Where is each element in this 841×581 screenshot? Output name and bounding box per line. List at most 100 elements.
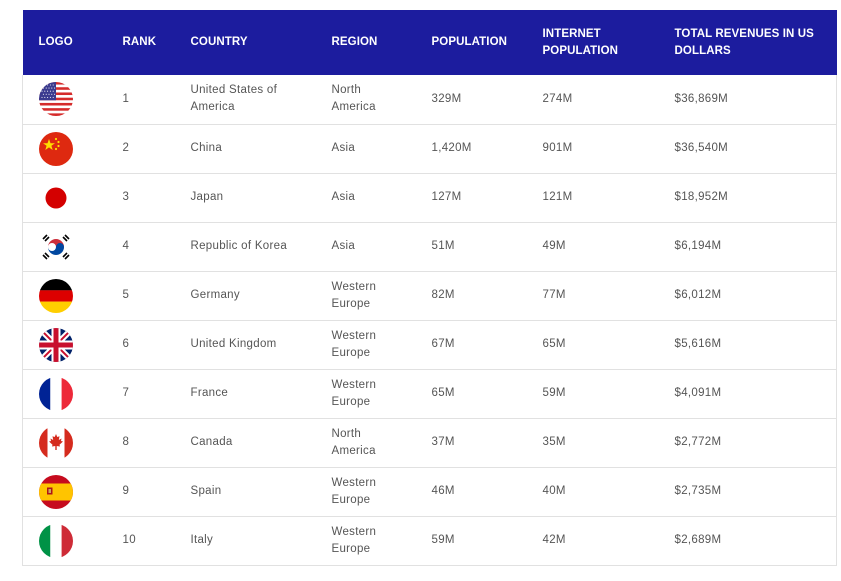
internet-population-cell: 65M: [542, 338, 566, 350]
country-cell: China: [191, 124, 332, 173]
population-cell: 46M: [431, 485, 455, 497]
population-cell: 1,420M: [431, 142, 472, 154]
header-internet-population: INTERNET POPULATION: [543, 10, 675, 75]
flag-cell: [23, 418, 123, 467]
revenues-cell: $2,689M: [674, 534, 722, 546]
region-line2: Europe: [331, 493, 371, 506]
region-line1: Asia: [331, 142, 356, 154]
country-cell: Spain: [191, 467, 332, 516]
table-row: 10 Italy Western Europe 59M 42M $2,689M: [22, 516, 837, 565]
population-cell: 59M: [431, 534, 455, 546]
region-line2: Europe: [331, 395, 371, 408]
internet-population-cell: 274M: [542, 92, 573, 105]
table-row: 5 Germany Western Europe 82M 77M $6,012M: [22, 271, 837, 320]
flag-cell: [23, 124, 123, 173]
country-line1: United States of: [190, 84, 278, 97]
italy-flag-icon: [39, 523, 123, 558]
population-cell: 67M: [431, 338, 455, 350]
country-cell: Germany: [191, 271, 332, 320]
region-line1: Western: [331, 525, 377, 538]
country-line1: Canada: [190, 436, 233, 448]
internet-population-cell: 77M: [542, 289, 566, 301]
table-body: 1 United States of America North America 3…: [22, 75, 837, 565]
population-cell: 37M: [431, 436, 455, 448]
region-cell: Asia: [332, 222, 432, 271]
country-cell: United States of America: [191, 75, 332, 124]
flag-cell: [23, 369, 123, 418]
region-line1: North: [331, 84, 362, 97]
france-flag-icon: [39, 376, 123, 411]
population-cell: 51M: [431, 240, 455, 252]
table-row: 2 China Asia 1,420M 901M $36,540M: [22, 124, 837, 173]
rank-cell: 2: [122, 142, 130, 154]
country-cell: United Kingdom: [191, 320, 332, 369]
internet-population-cell: 40M: [542, 485, 566, 497]
table-row: 8 Canada North America 37M 35M $2,772M: [22, 418, 837, 467]
country-cell: France: [191, 369, 332, 418]
rank-cell: 3: [122, 191, 130, 203]
country-line1: Spain: [190, 485, 222, 497]
canada-flag-icon: [39, 425, 123, 460]
region-line1: Asia: [331, 240, 356, 252]
internet-population-cell: 35M: [542, 436, 566, 448]
flag-cell: [23, 271, 123, 320]
country-line1: Germany: [190, 289, 240, 301]
korea-flag-icon: [39, 229, 123, 264]
table-row: 9 Spain Western Europe 46M 40M $2,735M: [22, 467, 837, 516]
region-cell: Western Europe: [332, 369, 432, 418]
usa-flag-icon: [39, 82, 123, 117]
country-line1: France: [190, 387, 229, 399]
country-line1: United Kingdom: [190, 338, 277, 350]
rank-cell: 1: [122, 92, 130, 105]
rank-cell: 5: [122, 289, 130, 301]
japan-flag-icon: [39, 180, 123, 215]
uk-flag-icon: [39, 327, 123, 362]
header-row: LOGO RANK COUNTRY REGION POPULATION INTE…: [22, 10, 837, 75]
country-line1: Japan: [190, 191, 224, 203]
internet-population-cell: 42M: [542, 534, 566, 546]
region-cell: Western Europe: [332, 271, 432, 320]
table-row: 1 United States of America North America 3…: [22, 75, 837, 124]
revenues-cell: $5,616M: [674, 338, 722, 350]
population-cell: 65M: [431, 387, 455, 399]
header-total-revenues-line1: TOTAL REVENUES IN US: [674, 27, 814, 40]
flag-cell: [23, 516, 123, 565]
region-cell: North America: [332, 418, 432, 467]
header-population: POPULATION: [431, 36, 508, 48]
population-cell: 82M: [431, 289, 455, 301]
flag-cell: [23, 173, 123, 222]
revenues-cell: $18,952M: [674, 191, 729, 203]
table-row: 3 Japan Asia 127M 121M $18,952M: [22, 173, 837, 222]
rankings-table-container: LOGO RANK COUNTRY REGION POPULATION INTE…: [22, 10, 837, 566]
region-cell: Asia: [332, 173, 432, 222]
country-line1: Italy: [190, 534, 214, 546]
region-line2: Europe: [331, 542, 371, 555]
flag-cell: [23, 467, 123, 516]
flag-cell: [23, 222, 123, 271]
region-line2: America: [331, 444, 376, 457]
revenues-cell: $2,772M: [674, 436, 722, 448]
table-row: 7 France Western Europe 65M 59M $4,091M: [22, 369, 837, 418]
country-cell: Italy: [191, 516, 332, 565]
rank-cell: 9: [122, 485, 130, 497]
table-row: 4 Republic of Korea Asia 51M 49M $6,194M: [22, 222, 837, 271]
revenues-cell: $36,869M: [674, 92, 729, 105]
revenues-cell: $36,540M: [674, 142, 729, 154]
country-cell: Canada: [191, 418, 332, 467]
rank-cell: 10: [122, 534, 136, 546]
china-flag-icon: [39, 131, 123, 166]
internet-population-cell: 59M: [542, 387, 566, 399]
country-cell: Republic of Korea: [191, 222, 332, 271]
region-line2: Europe: [331, 346, 371, 359]
flag-cell: [23, 75, 123, 124]
country-line1: China: [190, 142, 223, 154]
table-header: LOGO RANK COUNTRY REGION POPULATION INTE…: [22, 10, 837, 75]
country-line1: Republic of Korea: [190, 240, 288, 252]
flag-cell: [23, 320, 123, 369]
rank-cell: 4: [122, 240, 130, 252]
country-rankings-table: LOGO RANK COUNTRY REGION POPULATION INTE…: [22, 10, 837, 566]
rank-cell: 7: [122, 387, 130, 399]
germany-flag-icon: [39, 278, 123, 313]
region-line1: Western: [331, 378, 377, 391]
region-line2: America: [331, 101, 376, 114]
